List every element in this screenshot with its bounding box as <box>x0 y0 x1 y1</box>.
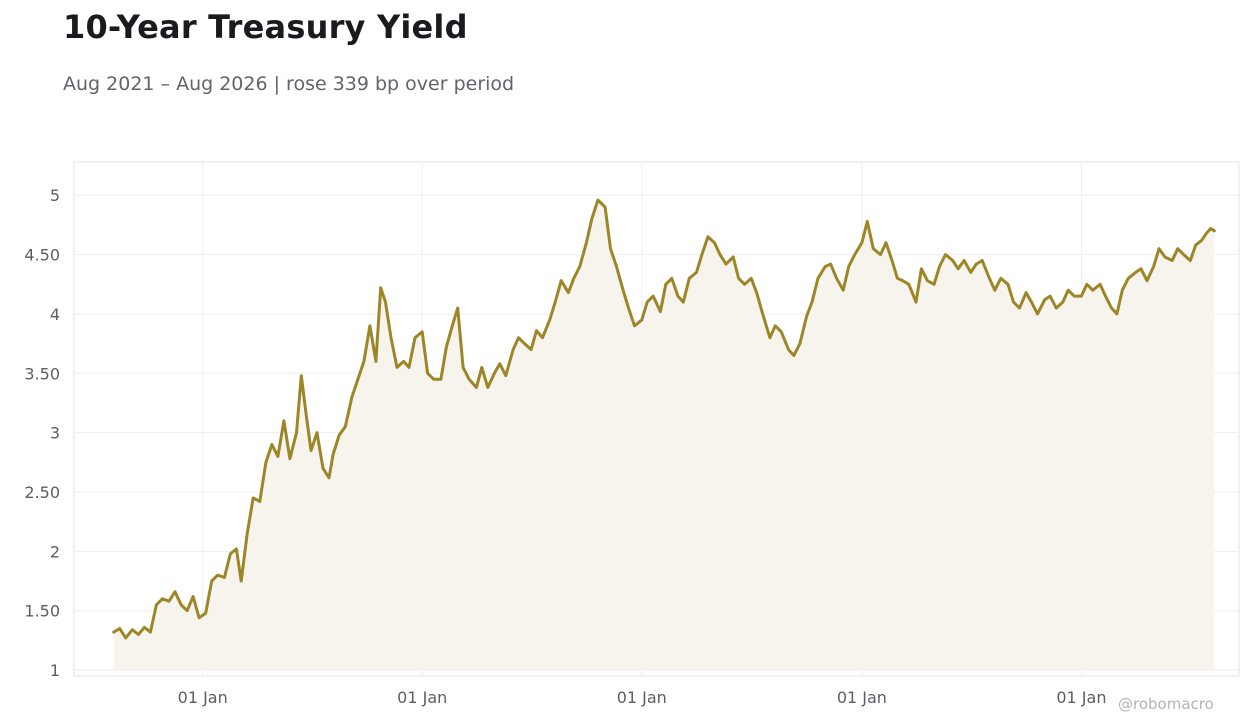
x-tick-label: 01 Jan <box>617 688 667 707</box>
y-tick-label: 2 <box>50 542 60 561</box>
series-area <box>113 200 1215 671</box>
y-tick-label: 4.50 <box>24 246 60 265</box>
y-tick-label: 3 <box>50 424 60 443</box>
chart-title: 10-Year Treasury Yield <box>63 8 468 46</box>
y-tick-label: 2.50 <box>24 483 60 502</box>
y-tick-label: 3.50 <box>24 364 60 383</box>
y-tick-label: 4 <box>50 305 60 324</box>
x-tick-label: 01 Jan <box>178 688 228 707</box>
x-tick-label: 01 Jan <box>1056 688 1106 707</box>
y-tick-label: 5 <box>50 186 60 205</box>
chart-subtitle: Aug 2021 – Aug 2026 | rose 339 bp over p… <box>63 73 515 95</box>
y-tick-label: 1.50 <box>24 602 60 621</box>
watermark: @robomacro <box>1118 695 1214 713</box>
x-tick-label: 01 Jan <box>397 688 447 707</box>
y-tick-label: 1 <box>50 661 60 680</box>
series-line <box>112 198 1216 640</box>
x-tick-label: 01 Jan <box>837 688 887 707</box>
